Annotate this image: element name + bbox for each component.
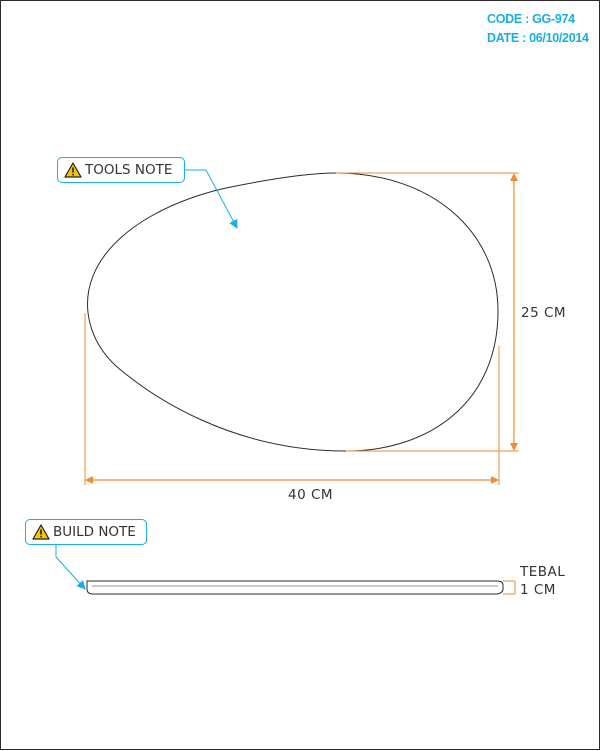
build-note-label: BUILD NOTE	[53, 524, 136, 540]
width-dimension-label: 40 CM	[288, 487, 334, 503]
date-label: DATE : 06/10/2014	[487, 31, 589, 45]
height-dimension	[336, 172, 519, 452]
thickness-label-line1: TEBAL	[520, 564, 566, 580]
warning-triangle-icon	[32, 524, 50, 540]
tools-note-leader	[185, 169, 238, 229]
build-note-callout[interactable]: BUILD NOTE	[25, 519, 147, 545]
thickness-dimension	[503, 580, 516, 595]
side-profile-outline	[86, 580, 504, 595]
width-dimension	[84, 313, 500, 485]
height-dimension-label: 25 CM	[521, 305, 567, 321]
thickness-label-line2: 1 CM	[520, 582, 556, 598]
tools-note-label: TOOLS NOTE	[85, 162, 173, 178]
warning-triangle-icon	[64, 162, 82, 178]
tools-note-callout[interactable]: TOOLS NOTE	[57, 157, 185, 183]
stone-plate-outline	[87, 172, 499, 452]
code-label: CODE : GG-974	[487, 12, 575, 26]
build-note-leader	[55, 545, 86, 590]
